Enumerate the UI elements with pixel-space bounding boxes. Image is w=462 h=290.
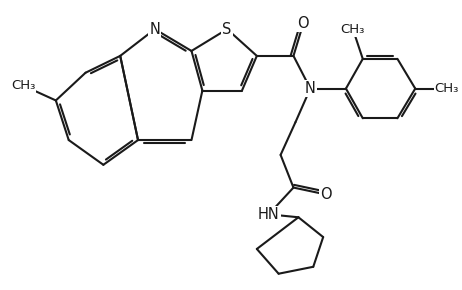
Text: CH₃: CH₃ <box>435 82 459 95</box>
Text: CH₃: CH₃ <box>11 79 36 92</box>
Text: O: O <box>320 187 332 202</box>
Text: HN: HN <box>258 207 280 222</box>
Text: O: O <box>298 16 309 31</box>
Text: N: N <box>149 22 160 37</box>
Text: S: S <box>222 22 232 37</box>
Text: N: N <box>305 81 316 96</box>
Text: CH₃: CH₃ <box>340 23 365 36</box>
